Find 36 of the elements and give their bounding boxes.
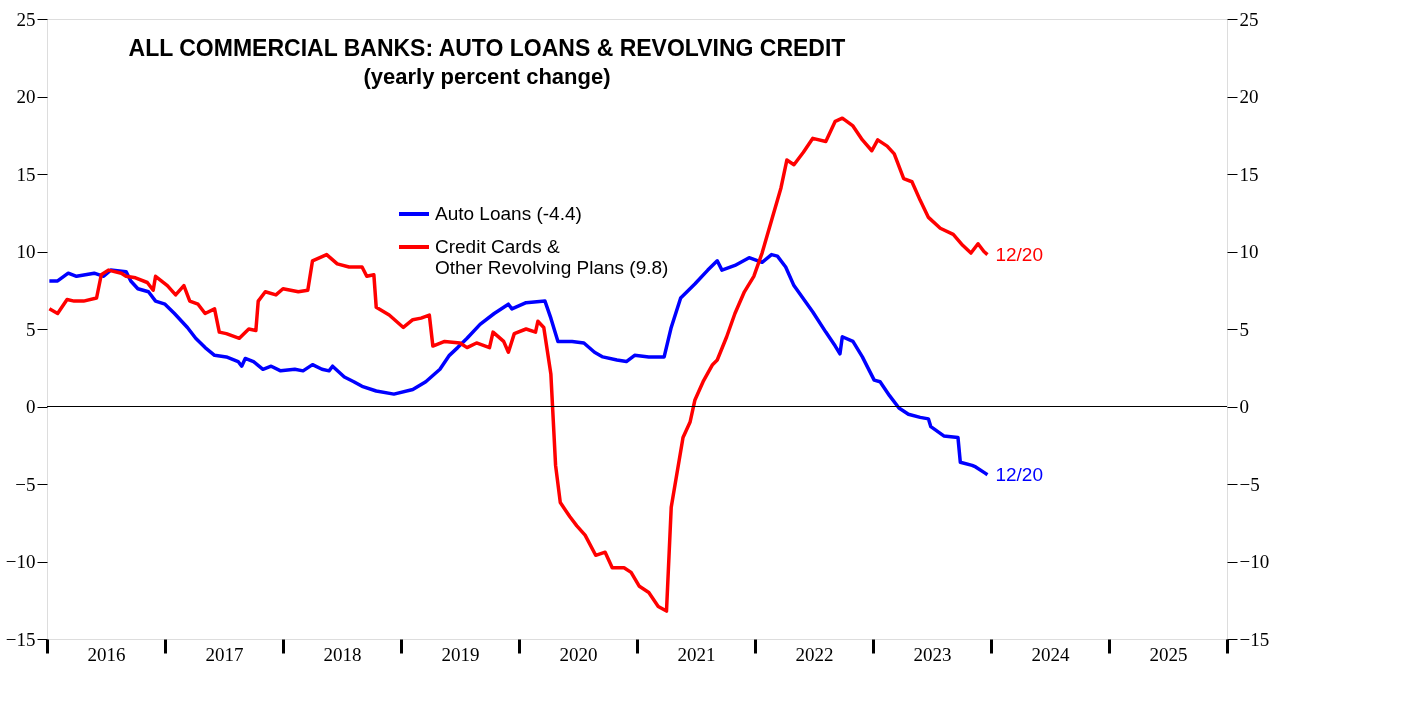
y-tick-label: −5: [15, 473, 36, 495]
line-series: [47, 252, 990, 477]
y2-tick-label: −5: [1239, 473, 1260, 495]
x-tick-label: 2025: [1149, 643, 1188, 665]
y2-tick-label: 0: [1239, 396, 1249, 417]
x-tick-label: 2016: [87, 643, 126, 665]
y2-tick-label: −15: [1239, 628, 1270, 650]
y2-tick-label: −10: [1239, 551, 1270, 572]
y-tick-label: 15: [16, 163, 36, 185]
x-tick-label: 2023: [913, 643, 952, 665]
x-tick-label: 2024: [1031, 643, 1070, 665]
text: ALL COMMERCIAL BANKS: AUTO LOANS & REVOLVING CREDIT: [128, 35, 846, 61]
x-tick-label: 2017: [205, 643, 244, 665]
y-tick-label: 0: [26, 396, 36, 417]
y2-tick-label: 5: [1239, 318, 1249, 340]
annotation: 12/20: [995, 243, 1044, 265]
y2-tick-label: 25: [1239, 8, 1259, 30]
legend-label: Credit Cards & Other Revolving Plans (9.8): [435, 236, 669, 278]
x-tick-label: 2020: [559, 643, 598, 665]
annotation: 12/20: [995, 463, 1044, 485]
y-tick-label: 10: [16, 241, 36, 262]
x-tick-label: 2021: [677, 643, 716, 665]
y2-tick-label: 15: [1239, 163, 1259, 185]
y2-tick-label: 20: [1239, 86, 1259, 107]
x-tick-label: 2019: [441, 643, 480, 665]
y-tick-label: 20: [16, 86, 36, 107]
x-tick-label: 2018: [323, 643, 362, 665]
x-tick-label: 2022: [795, 643, 834, 665]
y-tick-label: 25: [16, 8, 36, 30]
legend-label: Auto Loans (-4.4): [435, 203, 582, 224]
y-tick-label: 5: [26, 318, 36, 340]
y-tick-label: −10: [5, 551, 36, 572]
y-tick-label: −15: [5, 628, 36, 650]
text: (yearly percent change): [363, 64, 611, 89]
line-series: [47, 116, 990, 613]
y2-tick-label: 10: [1239, 241, 1259, 262]
